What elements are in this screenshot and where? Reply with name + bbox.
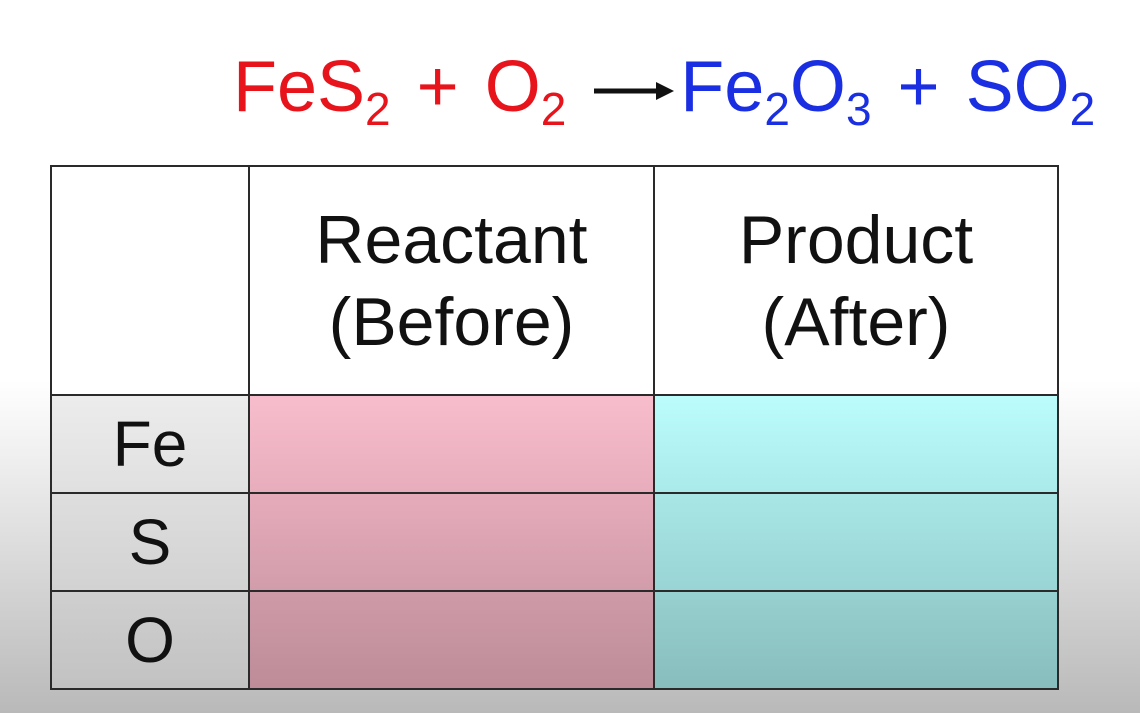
header-line: Reactant: [315, 201, 588, 278]
table-body: Reactant (Before) Product (After) Fe S O: [50, 165, 1059, 690]
subscript: 3: [845, 83, 872, 135]
formula: Fe2O3: [680, 42, 871, 140]
formula-part: O: [484, 47, 541, 127]
product-cell: [653, 590, 1059, 690]
row-label: O: [50, 590, 250, 690]
subscript: 2: [365, 83, 391, 135]
reactant-cell: [248, 492, 655, 592]
subscript: 2: [1069, 83, 1096, 135]
equation: FeS2 + O2 Fe2O3 + SO2: [233, 42, 1095, 140]
row-label: Fe: [50, 394, 250, 494]
product-cell: [653, 394, 1059, 494]
reactant-cell: [248, 590, 655, 690]
header-line: (Before): [328, 283, 575, 360]
subscript: 2: [764, 83, 790, 135]
row: Fe: [50, 394, 1059, 494]
header-line: (After): [761, 283, 951, 360]
formula-part: FeS: [233, 47, 366, 127]
row-label: S: [50, 492, 250, 592]
formula: O2: [485, 42, 567, 140]
product-cell: [653, 492, 1059, 592]
table: Reactant (Before) Product (After) Fe S O: [50, 165, 1059, 690]
formula-part: O: [789, 47, 846, 127]
reactant-cell: [248, 394, 655, 494]
plus-sign: +: [897, 47, 940, 127]
corner-cell: [50, 165, 250, 396]
row: O: [50, 590, 1059, 690]
arrow: [594, 82, 675, 100]
plus-sign: +: [416, 47, 459, 127]
arrow-head: [656, 82, 675, 100]
formula-part: SO: [965, 47, 1070, 127]
header-row: Reactant (Before) Product (After): [50, 165, 1059, 396]
header-line: Product: [738, 201, 974, 278]
row: S: [50, 492, 1059, 592]
header-cell: Product (After): [653, 165, 1059, 396]
formula: SO2: [966, 42, 1096, 140]
formula-part: Fe: [680, 47, 765, 127]
formula: FeS2: [233, 42, 391, 140]
subscript: 2: [540, 83, 567, 135]
header-cell: Reactant (Before): [248, 165, 655, 396]
